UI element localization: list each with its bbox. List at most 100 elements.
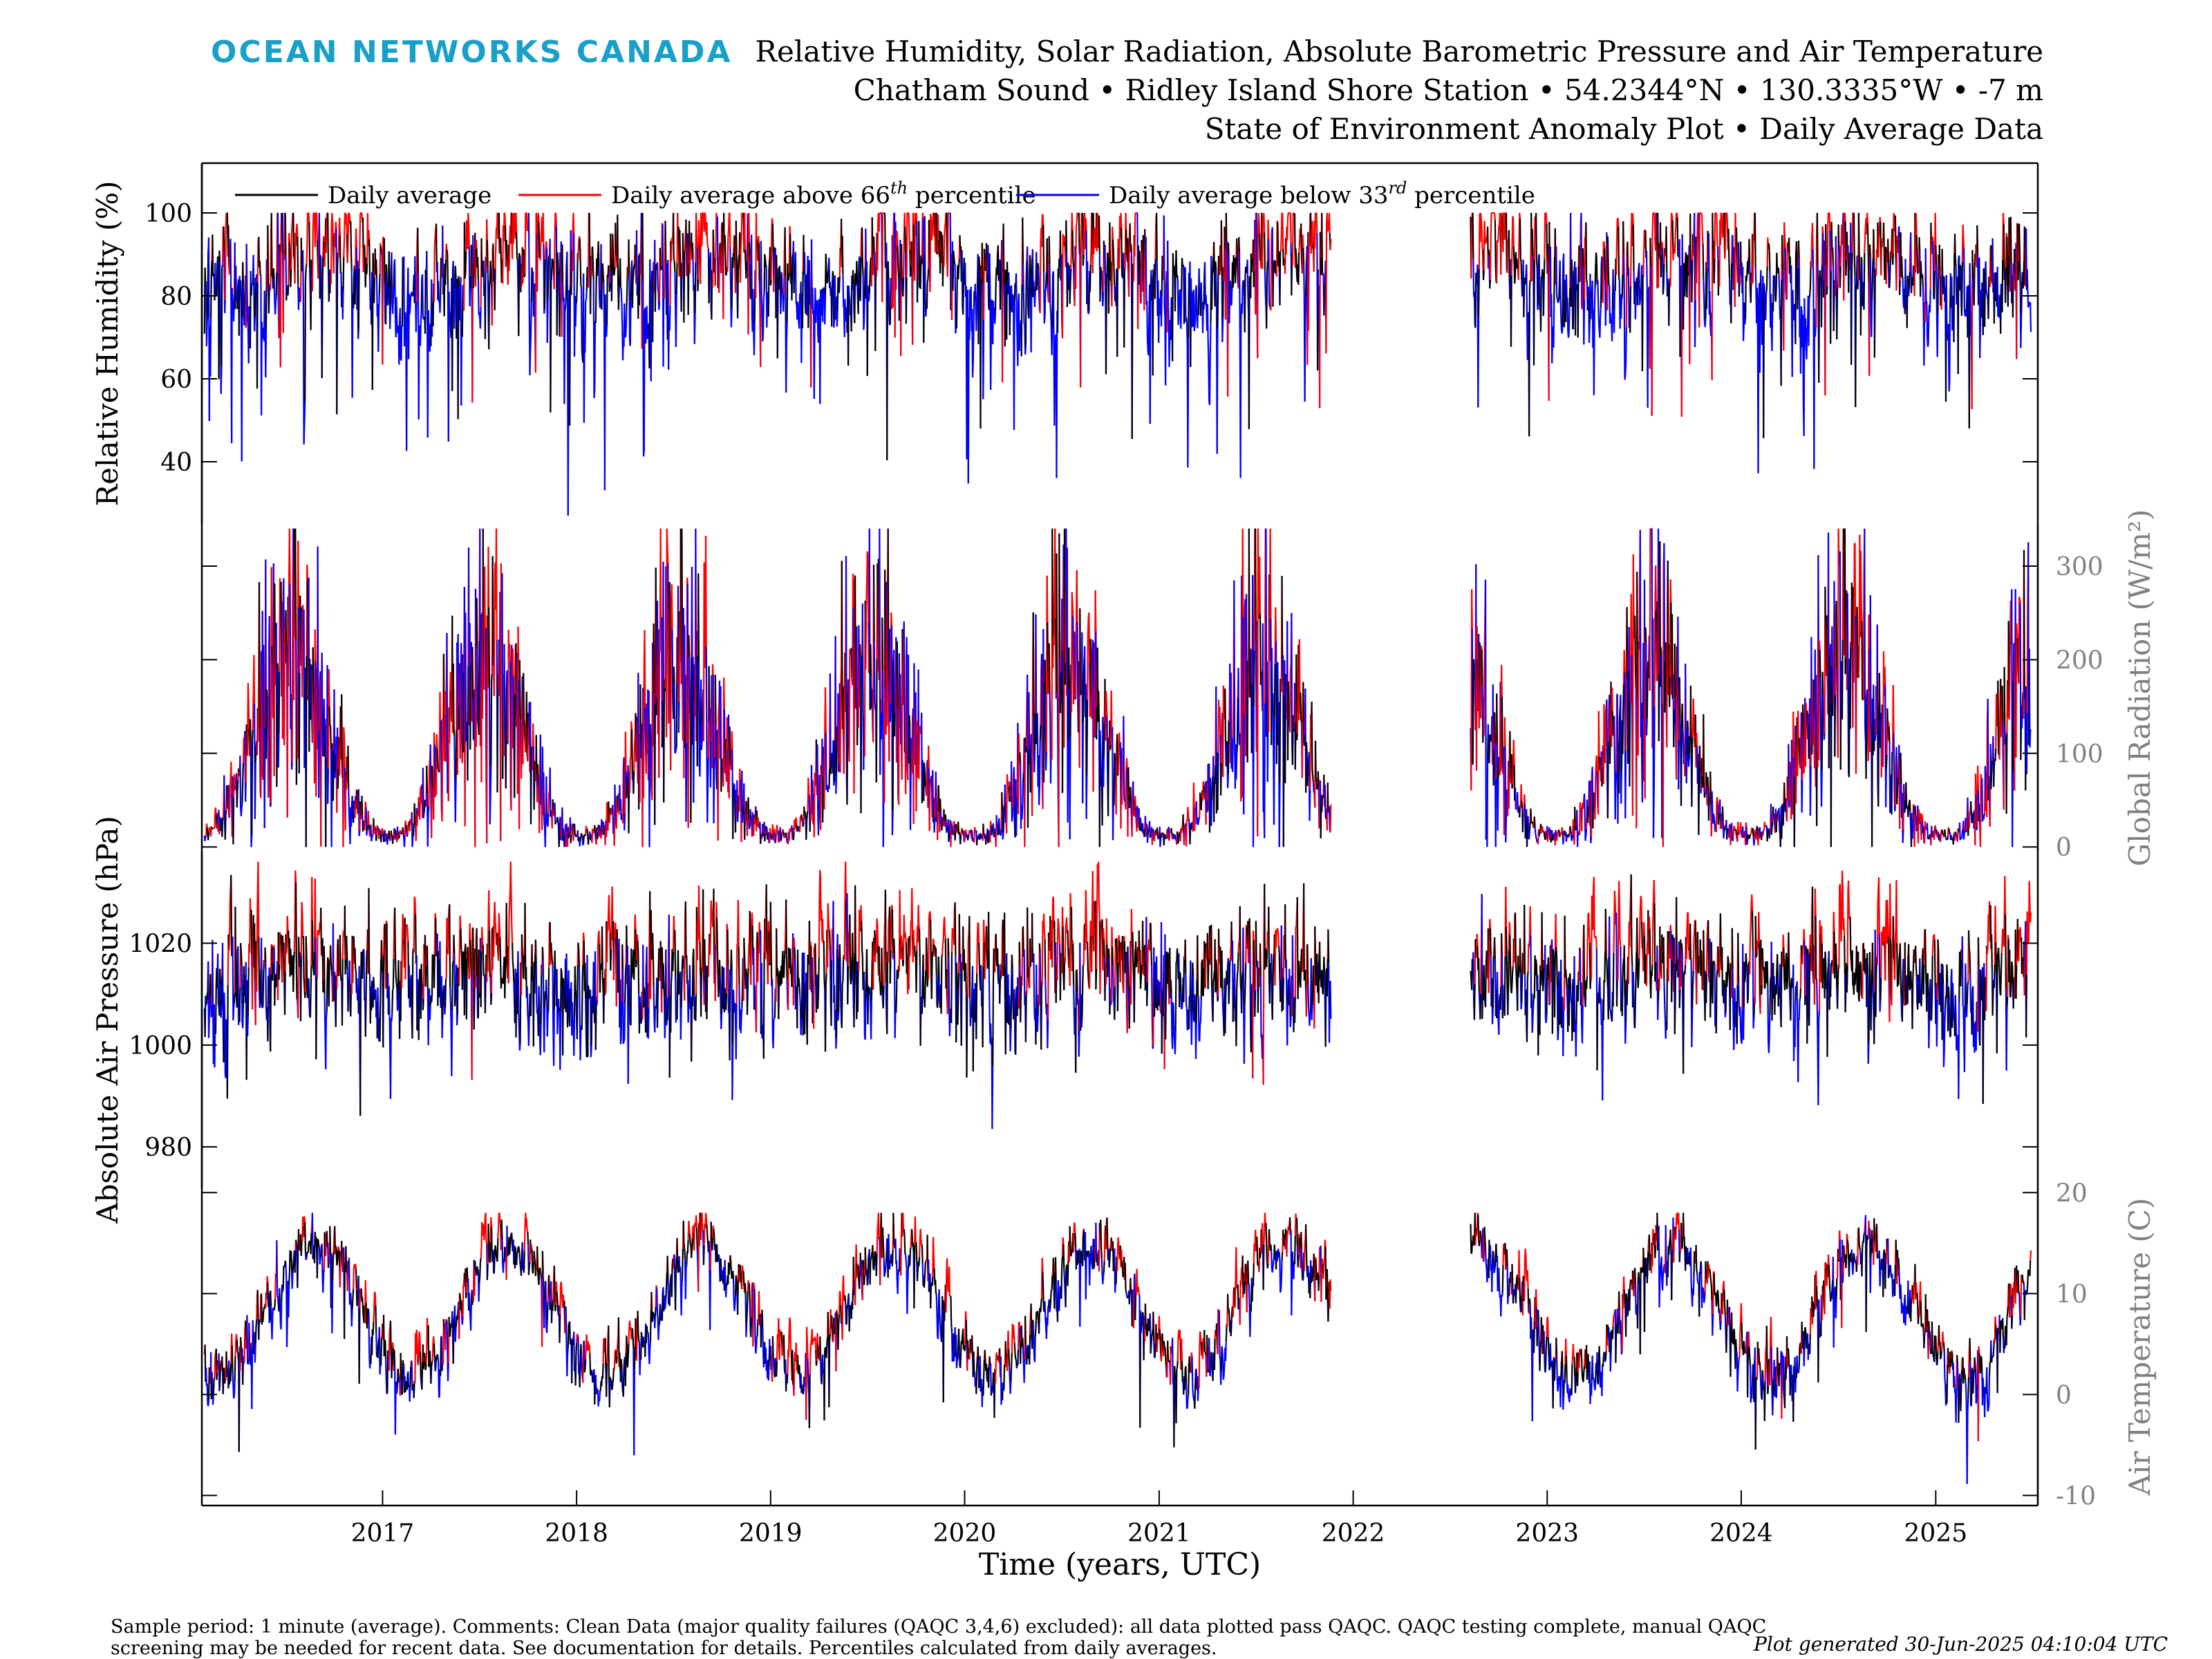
humidity-series-segment xyxy=(1629,286,1632,333)
humidity-series-segment xyxy=(1551,342,1553,364)
humidity-series-segment xyxy=(1913,265,1915,268)
humidity-series-segment xyxy=(758,243,760,281)
humidity-series-segment xyxy=(494,268,496,310)
humidity-series-segment xyxy=(1770,294,1772,330)
radiation-series-segment xyxy=(829,673,832,774)
humidity-series-segment xyxy=(661,223,664,225)
humidity-series-segment xyxy=(1906,275,1909,283)
radiation-series-segment xyxy=(337,768,339,789)
humidity-series-segment xyxy=(537,212,540,222)
humidity-series-segment xyxy=(1257,231,1259,359)
radiation-series-segment xyxy=(328,669,330,707)
humidity-series-segment xyxy=(983,248,986,259)
radiation-series-segment xyxy=(366,830,368,836)
humidity-series-segment xyxy=(452,261,455,290)
humidity-series-segment xyxy=(1572,274,1575,330)
radiation-series-segment xyxy=(824,687,827,733)
humidity-series-segment xyxy=(1215,270,1218,312)
humidity-series-segment xyxy=(357,329,359,339)
humidity-series-segment xyxy=(630,270,632,300)
humidity-series-segment xyxy=(1986,296,1989,300)
humidity-series-segment xyxy=(406,297,409,326)
humidity-series-segment xyxy=(628,274,631,342)
humidity-series-segment xyxy=(904,226,907,254)
radiation-series-segment xyxy=(928,745,930,769)
humidity-series-segment xyxy=(1879,216,1882,223)
humidity-series-segment xyxy=(346,214,348,235)
humidity-series-segment xyxy=(1568,287,1571,306)
radiation-series-segment xyxy=(828,768,831,789)
humidity-series-segment xyxy=(1959,265,1962,270)
radiation-series-segment xyxy=(753,814,756,825)
radiation-series-segment xyxy=(666,528,668,548)
radiation-series-segment xyxy=(982,823,985,834)
humidity-series-segment xyxy=(1545,212,1548,224)
humidity-series-segment xyxy=(1182,264,1185,267)
humidity-series-segment xyxy=(1042,225,1045,272)
humidity-series-segment xyxy=(687,263,690,315)
humidity-series-segment xyxy=(599,290,601,308)
humidity-series-segment xyxy=(571,228,574,271)
humidity-series-segment xyxy=(1863,252,1866,310)
humidity-series-segment xyxy=(585,291,588,300)
humidity-series-segment xyxy=(578,236,581,239)
humidity-series-segment xyxy=(1203,273,1206,310)
humidity-series-segment xyxy=(1991,238,1994,292)
humidity-series-segment xyxy=(1844,212,1846,222)
humidity-series-segment xyxy=(1089,264,1091,292)
humidity-series-segment xyxy=(780,292,782,315)
radiation-series-segment xyxy=(306,564,309,580)
humidity-series-segment xyxy=(737,258,740,272)
humidity-series-segment xyxy=(1209,323,1212,359)
humidity-series-segment xyxy=(566,252,569,297)
radiation-series-segment xyxy=(258,582,261,729)
humidity-series-segment xyxy=(439,295,442,313)
humidity-series-segment xyxy=(1543,259,1546,283)
radiation-series-segment xyxy=(659,528,662,632)
radiation-series-segment xyxy=(704,666,706,668)
humidity-series-segment xyxy=(972,332,975,362)
radiation-series-segment xyxy=(769,827,771,834)
humidity-series-segment xyxy=(1941,248,1944,286)
humidity-series-segment xyxy=(427,310,429,438)
humidity-series-segment xyxy=(1611,310,1613,341)
humidity-series-segment xyxy=(1250,260,1253,272)
humidity-series-segment xyxy=(1046,238,1049,283)
humidity-series-segment xyxy=(1647,306,1649,408)
humidity-series-segment xyxy=(587,212,590,288)
humidity-series-segment xyxy=(1763,283,1765,438)
humidity-series-segment xyxy=(386,272,388,306)
radiation-series-segment xyxy=(1114,756,1116,760)
humidity-series-segment xyxy=(433,246,435,302)
radiation-series-segment xyxy=(422,767,424,818)
radiation-series-segment xyxy=(852,573,854,608)
radiation-series-segment xyxy=(375,834,378,841)
radiation-series-segment xyxy=(838,763,841,772)
humidity-series-segment xyxy=(895,230,898,290)
humidity-series-segment xyxy=(1696,245,1698,283)
humidity-series-segment xyxy=(2002,212,2005,225)
humidity-series-segment xyxy=(594,281,597,324)
humidity-series-segment xyxy=(2014,249,2016,274)
humidity-series-segment xyxy=(212,234,214,276)
radiation-series-segment xyxy=(843,684,845,774)
radiation-series-segment xyxy=(880,713,883,740)
humidity-series-segment xyxy=(1603,241,1606,249)
humidity-series-segment xyxy=(1001,247,1004,383)
humidity-series-segment xyxy=(350,254,353,272)
humidity-series-segment xyxy=(838,276,841,293)
radiation-series-segment xyxy=(400,830,402,833)
humidity-series-segment xyxy=(1264,232,1266,270)
humidity-series-segment xyxy=(1194,289,1197,323)
humidity-series-segment xyxy=(1052,271,1055,349)
humidity-series-segment xyxy=(695,212,697,234)
radiation-series-segment xyxy=(554,803,556,825)
radiation-series-segment xyxy=(270,803,272,807)
humidity-series-segment xyxy=(1922,274,1924,286)
humidity-series-segment xyxy=(547,264,550,301)
radiation-series-segment xyxy=(629,756,632,760)
humidity-series-segment xyxy=(290,270,292,288)
humidity-series-segment xyxy=(449,310,451,317)
humidity-series-segment xyxy=(500,238,502,260)
radiation-series-segment xyxy=(252,730,254,740)
